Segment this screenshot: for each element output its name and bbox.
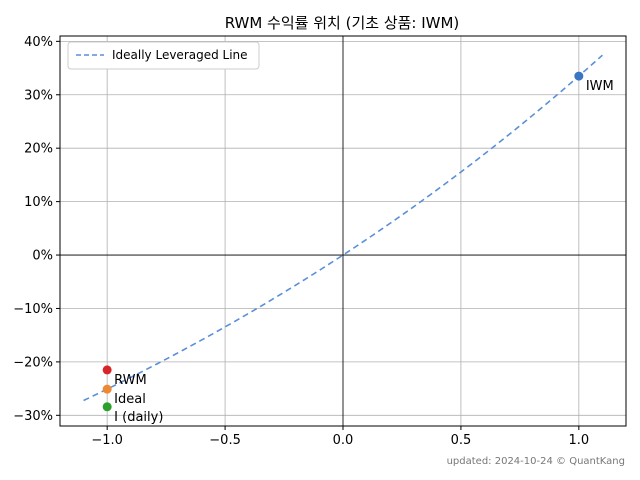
legend: Ideally Leveraged Line: [67, 41, 260, 70]
x-tick-label: −1.0: [91, 433, 123, 448]
point-iwm: [574, 71, 584, 81]
point-rwm: [102, 365, 112, 375]
y-tick-label: 30%: [24, 88, 53, 103]
x-tick-label: 0.0: [333, 433, 354, 448]
zero-axes: [60, 36, 626, 426]
ideal-line-layer: [83, 54, 603, 402]
point-ideal: [102, 384, 112, 394]
x-axis-ticks: −1.0 −0.5 0.0 0.5 1.0: [91, 426, 589, 448]
y-tick-label: 0%: [32, 249, 53, 264]
point-i-daily: [102, 402, 112, 412]
point-label-rwm: RWM: [114, 373, 147, 388]
y-tick-label: −30%: [13, 409, 53, 424]
point-label-iwm: IWM: [586, 79, 614, 94]
footer-note: updated: 2024-10-24 © QuantKang: [447, 456, 625, 467]
legend-box: [67, 41, 260, 70]
points-layer: IWM RWM Ideal I (daily): [102, 71, 614, 425]
point-label-ideal: Ideal: [114, 392, 146, 407]
y-tick-label: 20%: [24, 142, 53, 157]
legend-label: Ideally Leveraged Line: [112, 48, 248, 62]
x-tick-label: −0.5: [209, 433, 241, 448]
point-label-i-daily: I (daily): [114, 410, 163, 425]
y-tick-label: 40%: [24, 35, 53, 50]
y-tick-label: 10%: [24, 195, 53, 210]
x-tick-label: 0.5: [451, 433, 472, 448]
x-tick-label: 1.0: [568, 433, 589, 448]
y-axis-ticks: −30% −20% −10% 0% 10% 20% 30% 40%: [13, 35, 60, 424]
y-tick-label: −20%: [13, 355, 53, 370]
chart-title: RWM 수익률 위치 (기초 상품: IWM): [225, 14, 460, 32]
y-tick-label: −10%: [13, 302, 53, 317]
ideal-leveraged-line: [83, 54, 603, 402]
